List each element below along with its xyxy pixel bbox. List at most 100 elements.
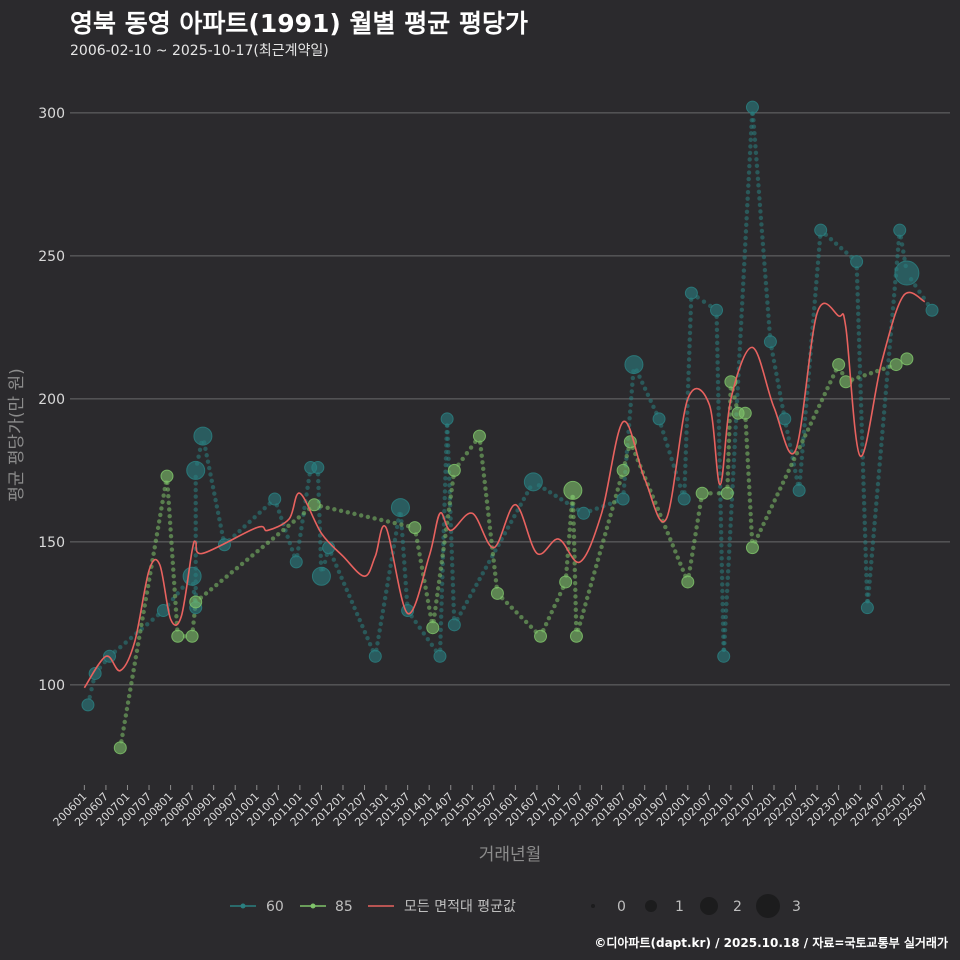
interp-dot-series-60 [445,430,450,435]
interp-dot-series-85 [447,500,453,506]
interp-dot-series-60 [417,625,422,630]
interp-dot-series-85 [786,468,791,474]
interp-dot-series-85 [481,473,487,478]
interp-dot-series-85 [567,533,572,539]
interp-dot-series-60 [802,423,807,428]
interp-dot-series-60 [208,472,213,477]
interp-dot-series-60 [752,131,757,136]
interp-dot-series-85 [617,480,622,486]
size-legend-label: 3 [792,899,801,915]
interp-dot-series-60 [347,593,352,599]
interp-dot-series-60 [755,170,760,175]
size-legend-label: 1 [675,899,684,915]
interp-dot-series-60 [866,585,872,591]
interp-dot-series-60 [751,118,756,123]
interp-dot-series-60 [895,253,900,259]
interp-dot-series-85 [695,518,700,523]
interp-dot-series-60 [758,209,763,214]
interp-dot-series-60 [856,337,862,343]
interp-dot-series-60 [739,314,744,319]
interp-dot-series-85 [345,510,350,515]
interp-dot-series-60 [302,505,307,511]
interp-dot-series-60 [193,507,198,512]
interp-dot-series-60 [451,602,456,608]
interp-dot-series-60 [304,492,309,497]
interp-dot-series-85 [481,466,486,472]
interp-dot-series-85 [573,594,578,599]
interp-dot-series-85 [565,560,570,565]
interp-dot-series-60 [763,280,769,286]
interp-dot-series-60 [720,588,725,594]
interp-dot-series-60 [403,574,408,579]
interp-dot-series-60 [863,553,868,558]
interp-dot-series-60 [871,533,876,539]
interp-dot-series-60 [759,228,765,234]
interp-dot-series-60 [461,605,467,610]
interp-dot-series-60 [671,463,676,468]
data-point-series-85 [889,358,903,372]
average-line [83,291,926,689]
legend-label: 모든 면적대 평균값 [404,899,516,915]
interp-dot-series-60 [778,397,784,402]
interp-dot-series-60 [857,344,862,349]
interp-dot-series-85 [727,432,732,437]
interp-dot-series-85 [590,576,595,582]
interp-dot-series-60 [862,520,867,525]
interp-dot-series-85 [133,655,139,660]
interp-dot-series-60 [747,150,753,156]
interp-dot-series-60 [872,514,878,519]
interp-dot-series-60 [445,443,451,448]
interp-dot-series-85 [172,594,178,599]
interp-dot-series-60 [731,457,737,463]
interp-dot-series-60 [746,176,751,182]
interp-dot-series-60 [714,327,720,333]
interp-dot-series-60 [716,399,721,404]
interp-dot-series-85 [173,607,179,612]
interp-dot-series-85 [610,506,615,511]
interp-dot-series-60 [663,436,668,442]
interp-dot-series-85 [825,385,830,391]
interp-dot-series-60 [684,430,689,435]
interp-dot-series-60 [757,196,762,201]
interp-dot-series-60 [739,307,745,313]
interp-dot-series-60 [716,425,722,430]
interp-dot-series-60 [715,353,720,359]
interp-dot-series-85 [173,600,178,606]
interp-dot-series-85 [437,573,443,578]
interp-dot-series-60 [401,553,407,558]
data-point-series-60 [186,460,206,480]
interp-dot-series-85 [372,516,377,521]
data-point-series-60 [440,412,454,426]
interp-dot-series-85 [143,596,149,602]
interp-dot-series-60 [744,216,749,221]
interp-dot-series-60 [753,144,758,149]
interp-dot-series-85 [428,612,433,617]
interp-dot-series-60 [450,576,455,581]
interp-dot-series-60 [559,497,564,502]
interp-dot-series-60 [859,409,864,414]
data-point-series-85 [839,375,853,389]
interp-dot-series-60 [844,250,849,255]
interp-dot-series-60 [524,491,530,496]
interp-dot-series-60 [748,144,753,149]
data-point-series-60 [433,649,447,663]
legend-key-dot [310,903,316,909]
interp-dot-series-60 [735,392,740,398]
interp-dot-series-85 [780,480,786,485]
data-point-series-60 [717,649,731,663]
interp-dot-series-60 [438,634,443,639]
interp-dot-series-85 [514,610,519,615]
interp-dot-series-85 [171,567,176,572]
interp-dot-series-85 [808,421,814,426]
interp-dot-series-60 [317,519,322,525]
interp-dot-series-60 [442,489,448,494]
interp-dot-series-60 [209,478,214,484]
interp-dot-series-60 [861,487,866,493]
interp-dot-series-85 [828,380,833,385]
interp-dot-series-85 [775,492,780,497]
data-point-series-60 [289,555,303,569]
interp-dot-series-60 [718,510,723,515]
interp-dot-series-85 [564,566,569,572]
interp-dot-series-85 [694,525,699,530]
interp-dot-series-60 [880,429,885,435]
